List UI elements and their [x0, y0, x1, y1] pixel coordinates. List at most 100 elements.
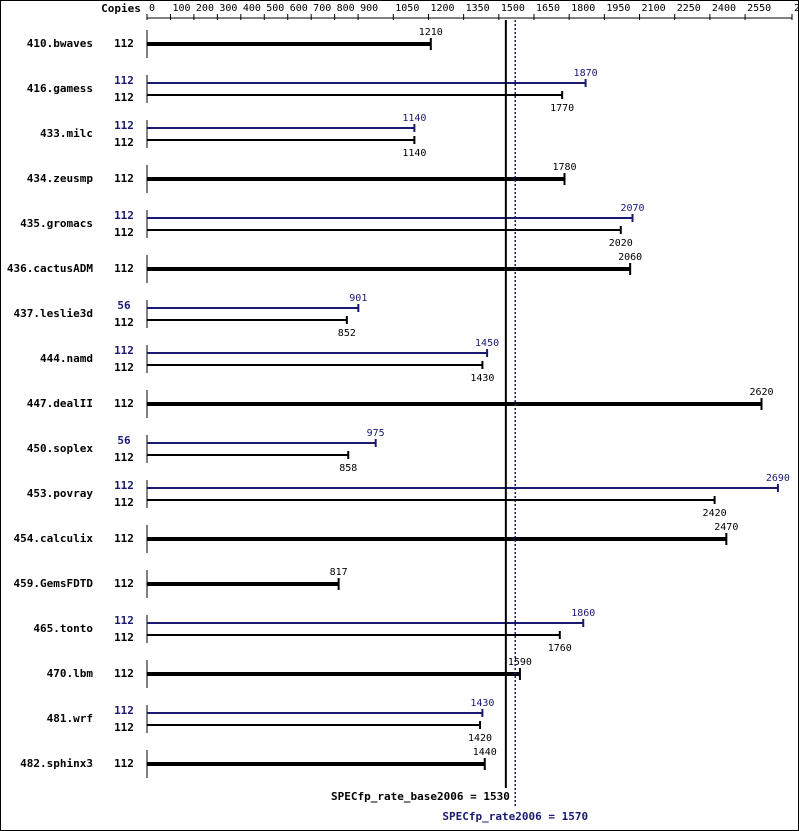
value-label: 1590 — [508, 657, 532, 668]
copies-label: 112 — [114, 704, 134, 717]
bar — [147, 127, 415, 129]
bar — [147, 307, 359, 309]
copies-label: 112 — [114, 614, 134, 627]
copies-label: 112 — [114, 37, 134, 50]
x-tick-label: 2100 — [642, 3, 666, 14]
bar — [147, 217, 633, 219]
benchmark-label: 459.GemsFDTD — [14, 577, 94, 590]
benchmark-label: 410.bwaves — [27, 37, 93, 50]
x-tick-label: 1350 — [466, 3, 490, 14]
benchmark-label: 436.cactusADM — [7, 262, 93, 275]
x-tick-label: 2750 — [794, 3, 799, 14]
bar — [147, 139, 415, 141]
value-label: 1780 — [552, 162, 576, 173]
value-label: 1860 — [571, 608, 595, 619]
bar — [147, 582, 339, 586]
value-label: 1140 — [402, 113, 426, 124]
value-label: 2690 — [766, 473, 790, 484]
reference-label: SPECfp_rate_base2006 = 1530 — [331, 790, 510, 803]
benchmark-label: 433.milc — [40, 127, 93, 140]
copies-label: 112 — [114, 631, 134, 644]
bar — [147, 487, 778, 489]
benchmark-label: 453.povray — [27, 487, 94, 500]
bar — [147, 364, 483, 366]
x-tick-label: 300 — [219, 3, 237, 14]
benchmark-label: 437.leslie3d — [14, 307, 93, 320]
bar — [147, 454, 349, 456]
benchmark-label: 434.zeusmp — [27, 172, 94, 185]
bar — [147, 94, 563, 96]
benchmark-label: 416.gamess — [27, 82, 93, 95]
benchmark-label: 447.dealII — [27, 397, 93, 410]
value-label: 2060 — [618, 252, 642, 263]
bar — [147, 82, 586, 84]
copies-label: 112 — [114, 757, 134, 770]
bar — [147, 537, 727, 541]
x-tick-label: 400 — [243, 3, 261, 14]
bar — [147, 622, 584, 624]
copies-label: 112 — [114, 74, 134, 87]
benchmark-label: 450.soplex — [27, 442, 94, 455]
benchmark-label: 435.gromacs — [20, 217, 93, 230]
copies-label: 112 — [114, 397, 134, 410]
value-label: 1430 — [470, 698, 494, 709]
value-label: 1420 — [468, 733, 492, 744]
bar — [147, 267, 631, 271]
value-label: 975 — [367, 428, 385, 439]
value-label: 1210 — [419, 27, 443, 38]
copies-label: 112 — [114, 172, 134, 185]
x-tick-label: 2250 — [677, 3, 701, 14]
x-tick-label: 1200 — [430, 3, 454, 14]
value-label: 2020 — [609, 238, 633, 249]
value-label: 1440 — [473, 747, 497, 758]
x-tick-label: 500 — [266, 3, 284, 14]
copies-label: 112 — [114, 262, 134, 275]
bar — [147, 442, 376, 444]
x-tick-label: 800 — [337, 3, 355, 14]
copies-label: 112 — [114, 316, 134, 329]
copies-label: 112 — [114, 136, 134, 149]
reference-label: SPECfp_rate2006 = 1570 — [442, 810, 588, 823]
x-tick-label: 900 — [360, 3, 378, 14]
value-label: 1450 — [475, 338, 499, 349]
benchmark-label: 444.namd — [40, 352, 93, 365]
copies-label: 112 — [114, 577, 134, 590]
bar — [147, 672, 520, 676]
x-tick-label: 600 — [290, 3, 308, 14]
copies-label: 112 — [114, 532, 134, 545]
bar — [147, 634, 560, 636]
copies-label: 112 — [114, 209, 134, 222]
x-tick-label: 1950 — [606, 3, 630, 14]
value-label: 1760 — [548, 643, 572, 654]
value-label: 1770 — [550, 103, 574, 114]
benchmark-label: 481.wrf — [47, 712, 93, 725]
value-label: 2420 — [703, 508, 727, 519]
value-label: 2070 — [620, 203, 644, 214]
benchmark-label: 454.calculix — [14, 532, 94, 545]
value-label: 1870 — [574, 68, 598, 79]
copies-label: 112 — [114, 667, 134, 680]
bar — [147, 229, 621, 231]
value-label: 817 — [330, 567, 348, 578]
copies-label: 112 — [114, 361, 134, 374]
copies-label: 112 — [114, 344, 134, 357]
value-label: 852 — [338, 328, 356, 339]
copies-label: 112 — [114, 479, 134, 492]
copies-label: 56 — [117, 299, 131, 312]
bar — [147, 42, 431, 46]
copies-label: 112 — [114, 496, 134, 509]
copies-label: 112 — [114, 119, 134, 132]
copies-label: 56 — [117, 434, 131, 447]
copies-label: 112 — [114, 226, 134, 239]
x-tick-label: 100 — [172, 3, 190, 14]
bar — [147, 712, 483, 714]
x-tick-label: 1650 — [536, 3, 560, 14]
copies-label: 112 — [114, 451, 134, 464]
x-tick-label: 2400 — [712, 3, 736, 14]
value-label: 1430 — [470, 373, 494, 384]
bar — [147, 762, 485, 766]
bar — [147, 319, 347, 321]
benchmark-label: 465.tonto — [33, 622, 93, 635]
